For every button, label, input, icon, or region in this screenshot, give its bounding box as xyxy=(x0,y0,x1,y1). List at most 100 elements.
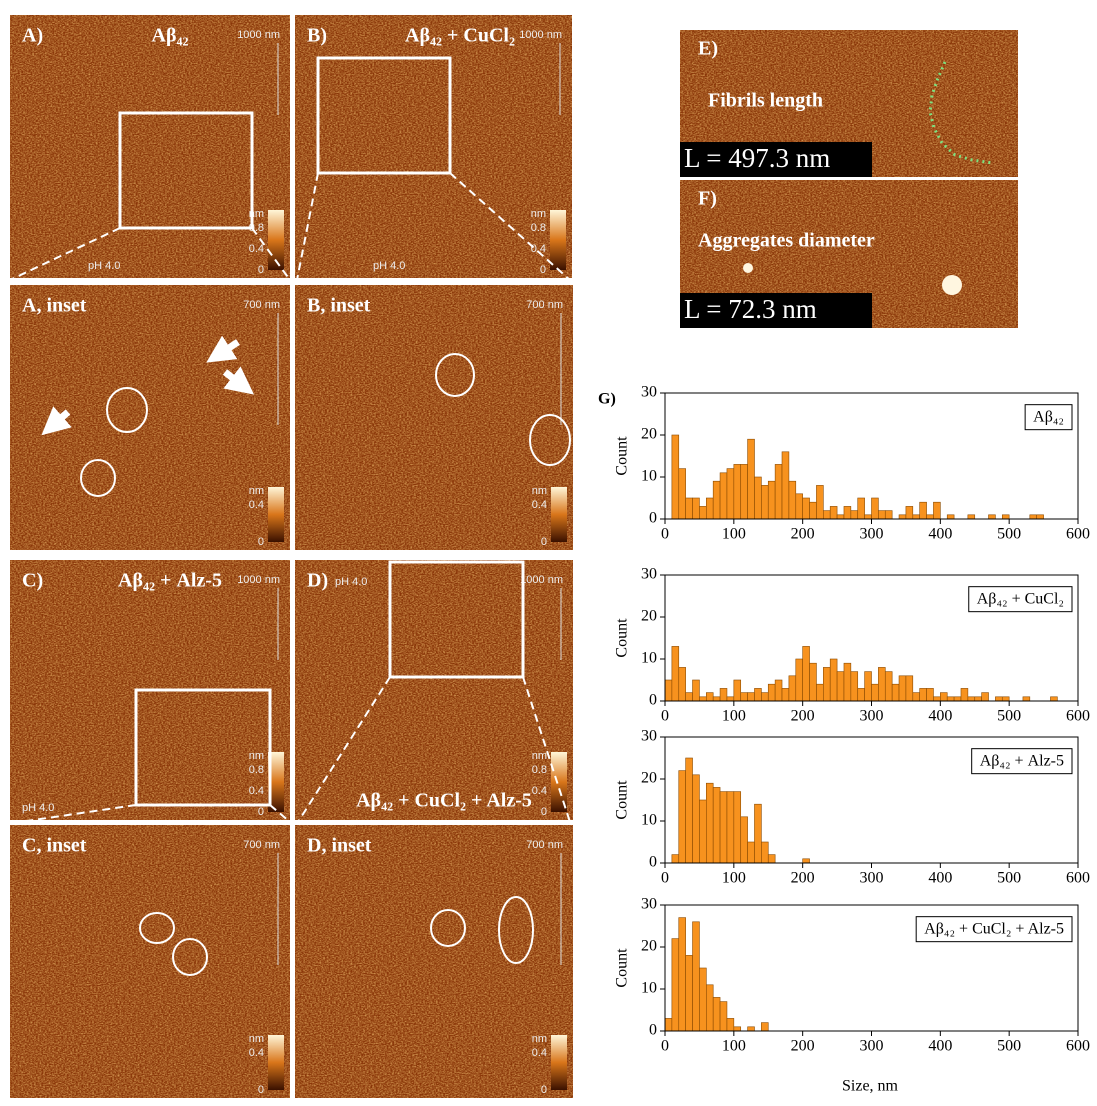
bar xyxy=(844,506,851,519)
colorbar-tick: 0 xyxy=(258,536,264,548)
colorbar xyxy=(551,1035,567,1090)
bar xyxy=(789,481,796,519)
bar xyxy=(803,859,810,863)
panel-title: Aggregates diameter xyxy=(698,230,875,252)
afm-panel: B)Aβ₄₂ + CuCl₂1000 nmpH 4.0nm0.80.40 xyxy=(295,15,572,278)
bar xyxy=(1002,697,1009,701)
y-tick-label: 20 xyxy=(641,608,657,625)
y-tick-label: 20 xyxy=(641,938,657,955)
bar xyxy=(679,771,686,863)
colorbar-unit: nm xyxy=(532,485,547,497)
bar xyxy=(885,511,892,519)
bar xyxy=(803,646,810,701)
bar xyxy=(899,676,906,701)
bar xyxy=(872,684,879,701)
bar xyxy=(782,452,789,519)
bar xyxy=(706,783,713,863)
histogram-chart: 01002003004005006000102030CountAβ₄₂ + Cu… xyxy=(614,896,1090,1055)
y-tick-label: 30 xyxy=(641,566,657,583)
bar xyxy=(686,693,693,701)
y-tick-label: 20 xyxy=(641,426,657,443)
y-axis-label: Count xyxy=(614,948,631,988)
colorbar-unit: nm xyxy=(532,1033,547,1045)
bar xyxy=(727,697,734,701)
bar xyxy=(706,498,713,519)
bar xyxy=(741,693,748,701)
bar xyxy=(741,464,748,519)
bar xyxy=(761,1023,768,1031)
bar xyxy=(837,672,844,701)
y-tick-label: 10 xyxy=(641,812,657,829)
panel-label: F) xyxy=(698,188,717,210)
y-tick-label: 30 xyxy=(641,728,657,745)
x-tick-label: 100 xyxy=(722,526,746,543)
bar xyxy=(748,693,755,701)
x-tick-label: 300 xyxy=(860,870,884,887)
panel-title: Aβ₄₂ + CuCl₂ xyxy=(405,25,515,47)
ph-label: pH 4.0 xyxy=(88,260,120,272)
bar xyxy=(995,697,1002,701)
x-tick-label: 300 xyxy=(860,708,884,725)
bar xyxy=(761,693,768,701)
panel-title: Aβ₄₂ + CuCl₂ + Alz-5 xyxy=(356,790,532,812)
bar xyxy=(706,693,713,701)
bar xyxy=(720,1002,727,1031)
scale-label: 1000 nm xyxy=(520,574,563,586)
bar xyxy=(816,684,823,701)
colorbar-tick: 0 xyxy=(258,1084,264,1096)
bar xyxy=(892,684,899,701)
histogram-chart: 01002003004005006000102030CountAβ₄₂ + Cu… xyxy=(614,566,1090,725)
panel-label: E) xyxy=(698,38,718,60)
panel-title: Aβ₄₂ + Alz-5 xyxy=(118,570,222,592)
panel-title: Fibrils length xyxy=(708,90,823,112)
x-tick-label: 0 xyxy=(661,708,669,725)
bar xyxy=(782,688,789,701)
bar xyxy=(913,693,920,701)
x-tick-label: 200 xyxy=(791,870,815,887)
bar xyxy=(699,506,706,519)
bar xyxy=(851,511,858,519)
bar xyxy=(665,680,672,701)
afm-texture xyxy=(295,15,572,278)
panel-title: Aβ₄₂ xyxy=(152,25,189,47)
colorbar-tick: 0 xyxy=(541,806,547,818)
bar xyxy=(865,672,872,701)
bar xyxy=(679,667,686,701)
colorbar-tick: 0.4 xyxy=(249,785,264,797)
bar xyxy=(754,804,761,863)
panel-label: B) xyxy=(307,25,327,47)
colorbar-tick: 0.8 xyxy=(532,764,547,776)
afm-texture xyxy=(295,560,573,820)
y-axis-label: Count xyxy=(614,780,631,820)
x-tick-label: 600 xyxy=(1066,708,1090,725)
colorbar-tick: 0 xyxy=(258,264,264,276)
afm-images: A)Aβ₄₂1000 nmpH 4.0nm0.80.40 B) Aβ₄₂ + CuC… xyxy=(10,15,1018,1098)
colorbar xyxy=(550,210,566,270)
y-tick-label: 20 xyxy=(641,770,657,787)
x-axis-label: Size, nm xyxy=(842,1078,899,1095)
histograms: G) Size, nm 01002003004005006000102030Co… xyxy=(598,384,1090,1095)
bar xyxy=(686,758,693,863)
bar xyxy=(989,515,996,519)
bar xyxy=(713,997,720,1031)
x-tick-label: 200 xyxy=(791,1038,815,1055)
y-tick-label: 10 xyxy=(641,980,657,997)
bar xyxy=(878,667,885,701)
colorbar-tick: 0.4 xyxy=(532,785,547,797)
result-text: L = 72.3 nm xyxy=(684,294,817,324)
legend-label: Aβ₄₂ + CuCl₂ xyxy=(977,591,1064,608)
bar xyxy=(720,688,727,701)
x-tick-label: 100 xyxy=(722,870,746,887)
bar xyxy=(913,515,920,519)
bar xyxy=(1037,515,1044,519)
bar xyxy=(1050,697,1057,701)
scale-label: 700 nm xyxy=(243,299,280,311)
y-tick-label: 0 xyxy=(649,854,657,871)
y-tick-label: 0 xyxy=(649,1022,657,1039)
measure-panel: F) Aggregates diameter L = 72.3 nm xyxy=(680,180,1018,328)
bar xyxy=(734,680,741,701)
bar xyxy=(810,502,817,519)
x-tick-label: 0 xyxy=(661,526,669,543)
